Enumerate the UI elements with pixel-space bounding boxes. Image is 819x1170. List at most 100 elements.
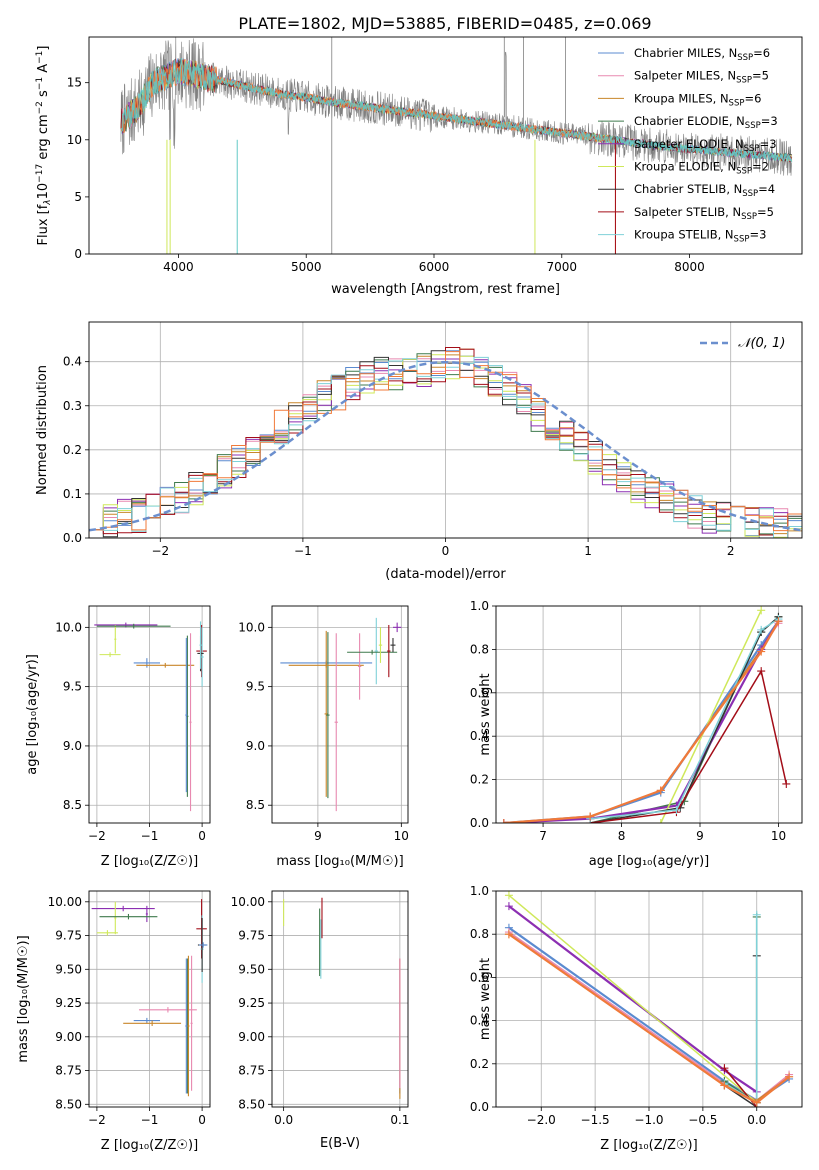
y-tick-label: 8.75 xyxy=(55,1064,82,1078)
age-mass-xlabel: mass [log₁₀(M/M☉)] xyxy=(276,854,403,869)
mass-z-xlabel: Z [log₁₀(Z/Z☉)] xyxy=(101,1138,198,1153)
legend-text: Kroupa MILES, N xyxy=(634,91,729,105)
mass-ebv-xlabel: E(B-V) xyxy=(320,1136,360,1151)
legend-text: Chabrier MILES, N xyxy=(634,46,737,60)
weight-marker xyxy=(586,812,595,821)
y-tick-label: 0.4 xyxy=(470,729,489,743)
y-tick-label: 0.2 xyxy=(470,1057,489,1071)
y-tick-label: 0.8 xyxy=(470,927,489,941)
errorbars xyxy=(280,617,402,812)
weight-marker xyxy=(757,625,766,634)
errorbars xyxy=(94,621,207,812)
legend-sub: SSP xyxy=(737,53,753,63)
legend-text: Salpeter ELODIE, N xyxy=(634,137,744,151)
axes-frame xyxy=(88,36,803,255)
legend-text: Chabrier STELIB, N xyxy=(634,182,742,196)
axes-frame xyxy=(88,321,803,539)
y-tick-label: 0.6 xyxy=(470,686,489,700)
weight-marker xyxy=(499,819,508,823)
ylabel-part: erg cm xyxy=(36,114,51,163)
x-tick-label: −1.0 xyxy=(634,1113,663,1127)
x-tick-label: 9 xyxy=(696,829,704,843)
x-tick-label: 9 xyxy=(314,829,322,843)
x-tick-label: 0 xyxy=(198,1113,206,1127)
legend-sub: SSP xyxy=(744,144,760,154)
x-tick-label: 0 xyxy=(442,544,450,558)
weight-marker xyxy=(757,667,766,676)
legend-sub: SSP xyxy=(741,212,757,222)
legend-text: =4 xyxy=(758,182,775,196)
y-tick-label: 15 xyxy=(67,76,82,90)
y-tick-label: 10.0 xyxy=(238,620,265,634)
age-mass-panel: 9 10 8.5 9.0 9.5 10.0 mass [log₁₀(M/M☉)] xyxy=(238,605,409,869)
legend-text: =3 xyxy=(749,228,766,242)
ylabel-part: −1 xyxy=(35,51,45,64)
x-tick-label: −2.0 xyxy=(527,1113,556,1127)
x-tick-label: 5000 xyxy=(291,260,322,274)
weight-marker xyxy=(782,779,791,788)
ylabel-part: −2 xyxy=(35,101,45,114)
legend-text: =6 xyxy=(744,91,761,105)
weight-marker xyxy=(720,1064,729,1073)
y-tick-label: 10 xyxy=(67,133,82,147)
x-tick-label: 0 xyxy=(198,829,206,843)
x-tick-label: −1 xyxy=(141,829,159,843)
legend-text: =2 xyxy=(752,160,769,174)
y-tick-label: 9.5 xyxy=(246,680,265,694)
weight-marker xyxy=(504,902,513,911)
legend-text: Salpeter MILES, N xyxy=(634,69,736,83)
ylabel-part: λ xyxy=(43,199,53,205)
legend-sub: SSP xyxy=(734,235,750,245)
y-tick-label: 0.8 xyxy=(470,642,489,656)
y-tick-label: 0.4 xyxy=(470,1014,489,1028)
ylabel-part: s xyxy=(36,90,51,101)
legend-entry: Kroupa ELODIE, NSSP=2 xyxy=(634,160,769,177)
x-tick-label: 0.0 xyxy=(274,1113,293,1127)
ylabel-part: −17 xyxy=(35,164,45,183)
legend-text: Chabrier ELODIE, N xyxy=(634,114,745,128)
weight-line xyxy=(590,618,779,820)
x-tick-label: 7000 xyxy=(547,260,578,274)
weight-marker xyxy=(774,617,783,626)
legend-text: Kroupa ELODIE, N xyxy=(634,160,736,174)
weight-z-ylabel: mass weight xyxy=(478,958,493,1040)
age-z-ylabel: age [log₁₀(age/yr)] xyxy=(25,654,40,775)
x-tick-label: 6000 xyxy=(419,260,450,274)
legend-sub: SSP xyxy=(745,121,761,131)
y-tick-label: 0.0 xyxy=(470,816,489,830)
errorbars xyxy=(283,897,401,1099)
model-spectrum-line xyxy=(120,58,793,163)
y-tick-label: 0.3 xyxy=(63,399,82,413)
legend-entry: Chabrier MILES, NSSP=6 xyxy=(634,46,770,63)
weight-marker xyxy=(757,606,766,615)
residual-hist xyxy=(89,347,802,538)
age-z-xlabel: Z [log₁₀(Z/Z☉)] xyxy=(101,854,198,869)
legend-entry: Chabrier ELODIE, NSSP=3 xyxy=(634,114,778,131)
ylabel-part: ] xyxy=(36,46,51,51)
y-tick-label: 0.0 xyxy=(470,1100,489,1114)
y-tick-label: 1.0 xyxy=(470,884,489,898)
y-tick-label: 1.0 xyxy=(470,599,489,613)
ylabel-part: −1 xyxy=(35,77,45,90)
y-tick-label: 9.0 xyxy=(63,739,82,753)
axes-frame xyxy=(495,605,803,824)
y-tick-label: 0.0 xyxy=(63,531,82,545)
legend-entry: Kroupa MILES, NSSP=6 xyxy=(634,91,761,108)
axes-frame xyxy=(495,890,803,1108)
axes-frame xyxy=(271,890,409,1108)
errorbars xyxy=(91,899,208,1097)
weight-line xyxy=(590,669,788,823)
y-tick-label: 9.75 xyxy=(238,929,265,943)
ylabel-part: Flux [f xyxy=(36,204,51,245)
y-tick-label: 9.50 xyxy=(238,962,265,976)
mass-z-panel: −2 −1 0 8.50 8.75 9.00 9.25 9.50 9.75 10.00 Z [log… xyxy=(16,890,211,1153)
x-tick-label: −1.5 xyxy=(581,1113,610,1127)
residuals-ylabel: Normed distribution xyxy=(35,365,50,495)
y-tick-label: 0 xyxy=(74,247,82,261)
x-tick-label: 8000 xyxy=(674,260,705,274)
legend-text: Kroupa STELIB, N xyxy=(634,228,734,242)
legend-entry: Chabrier STELIB, NSSP=4 xyxy=(634,182,775,199)
weight-marker xyxy=(656,819,665,823)
weight-lines xyxy=(504,891,794,1107)
